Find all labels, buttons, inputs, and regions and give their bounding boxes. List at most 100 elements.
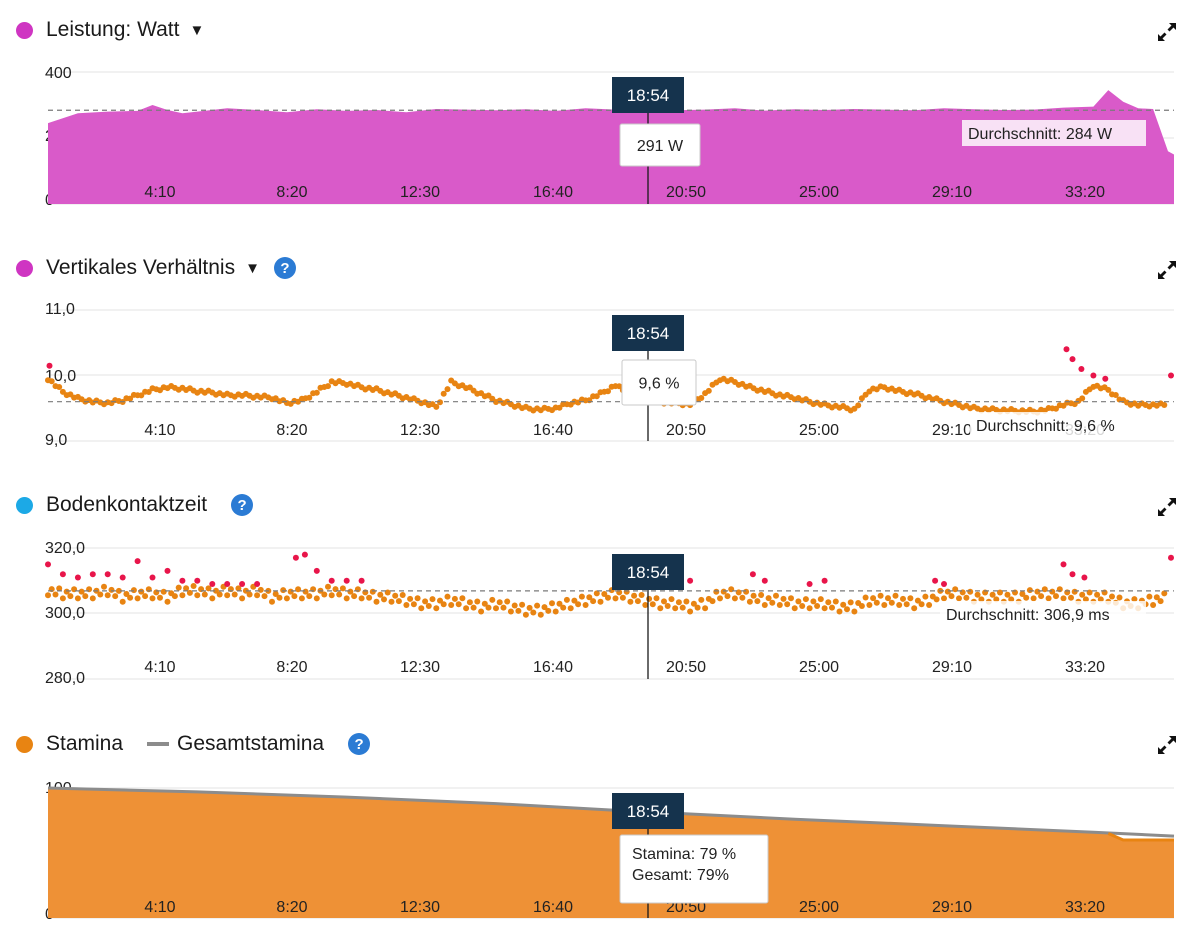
data-point [675,599,682,606]
legend-dot-vertical-ratio [16,259,33,277]
expand-arrows-icon[interactable] [1156,259,1178,281]
data-point [381,596,387,603]
data-point [593,590,600,597]
data-point [205,585,212,592]
data-point [844,606,850,613]
data-point [634,598,641,605]
data-point [900,595,906,602]
data-point [1078,366,1085,372]
data-point [791,605,798,612]
data-point [504,598,511,605]
data-point [157,594,163,601]
data-point [601,591,608,597]
data-point [713,588,720,595]
data-point [306,593,313,600]
data-point [522,611,529,618]
data-point [145,389,152,395]
data-point [52,591,59,598]
data-point [605,388,611,395]
data-point [1030,595,1037,602]
data-point [395,598,402,605]
data-point [840,601,847,608]
cursor-time-label: 18:54 [627,563,670,582]
stamina-line [1107,832,1174,842]
x-tick-label: 25:00 [799,422,839,439]
x-tick-label: 4:10 [144,422,175,439]
data-point [407,595,414,602]
average-label: Durchschnitt: 306,9 ms [946,607,1110,624]
data-point [873,599,880,606]
data-point [474,598,481,605]
data-point [1094,591,1101,598]
caret-down-icon[interactable]: ▼ [245,259,260,277]
data-point [694,604,701,611]
data-point [179,592,186,599]
data-point [642,602,649,608]
data-point [104,571,111,578]
data-point [1053,593,1059,600]
cursor-time-box [612,793,684,829]
data-point [369,588,376,595]
average-label: Durchschnitt: 9,6 % [976,418,1115,435]
data-point [1150,602,1157,608]
caret-down-icon[interactable]: ▼ [189,21,205,39]
data-point [993,596,1000,603]
x-tick-label: 12:30 [400,422,440,439]
average-label-box [940,601,1146,627]
legend-dot-ground-contact [16,496,33,514]
data-point [45,592,51,599]
data-point [325,383,331,390]
data-point [418,605,425,612]
data-point [1086,589,1093,596]
data-point [653,595,660,602]
data-point [306,394,313,401]
data-point [806,581,813,587]
stamina-chart[interactable]: 10004:108:2012:3016:4020:5025:0029:1033:… [0,715,1200,930]
data-point [687,608,694,615]
data-point [1019,591,1026,597]
data-point [941,595,947,602]
data-point [209,595,216,602]
data-point [358,577,365,584]
question-mark-icon[interactable]: ? [273,257,296,279]
average-label-box [970,412,1148,438]
cursor-time-label: 18:54 [627,324,670,343]
ground-contact-chart[interactable]: 320,0 300,0 280,0 4:10 8:20 12:30 16:40 20:50 25… [0,478,1200,693]
expand-arrows-icon[interactable] [1156,734,1178,756]
data-point [194,577,201,584]
data-point [552,608,559,615]
data-point [1157,598,1164,605]
data-point [190,583,197,589]
data-point [336,591,343,598]
data-point [519,601,526,608]
data-point [720,588,727,595]
y-tick-label: 300,0 [45,605,85,622]
data-point [507,608,514,615]
question-mark-icon[interactable]: ? [348,733,371,755]
data-point [444,386,451,393]
vertical-ratio-title: Vertikales Verhältnis [46,256,236,279]
data-point [493,605,499,612]
data-point [799,603,806,609]
vertical-ratio-chart[interactable]: 11,010,09,04:10 8:20 12:30 16:40 20:50 25:00 2… [0,240,1200,455]
x-tick-label: 20:50 [666,659,706,676]
total-stamina-legend-label: Gesamtstamina [177,732,325,755]
data-point [575,601,582,608]
ground-contact-panel: Bodenkontaktzeit ? 320,0 300,0 280,0 4:10 8:… [0,478,1200,693]
x-tick-label: 4:10 [144,184,175,201]
data-point [410,601,417,608]
cursor-time-box [612,554,684,590]
data-point [556,404,563,411]
expand-arrows-icon[interactable] [1156,496,1178,518]
power-chart[interactable]: 40020004:108:2012:3016:4020:5025:0029:10… [0,0,1200,215]
data-point [623,588,630,595]
data-point [605,594,611,601]
data-point [115,587,122,594]
data-point [664,603,671,609]
expand-arrows-icon[interactable] [1156,21,1178,43]
question-mark-icon[interactable]: ? [231,494,254,516]
data-point [478,608,485,615]
data-point [433,605,440,612]
data-point [616,589,623,596]
data-point [171,593,178,600]
